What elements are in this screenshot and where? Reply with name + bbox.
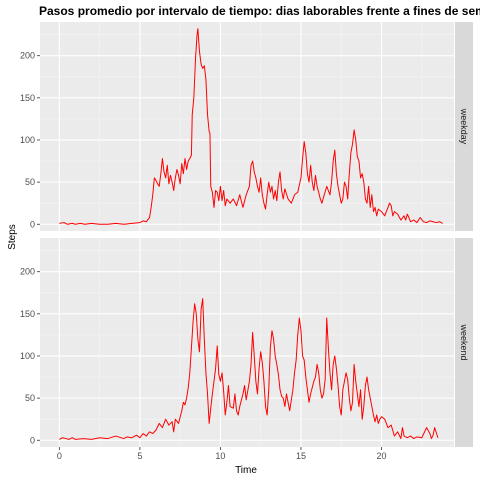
y-tick-label: 0 <box>30 219 35 229</box>
y-tick-label: 150 <box>20 309 35 319</box>
x-axis-label: Time <box>235 465 257 476</box>
x-tick-label: 20 <box>377 451 387 461</box>
x-tick-label: 10 <box>215 451 225 461</box>
y-tick-label: 200 <box>20 51 35 61</box>
panel-background <box>40 238 454 447</box>
y-axis-label: Steps <box>7 224 18 250</box>
facet-panel-weekday: 0 50 100 150 200 weekday <box>20 22 473 231</box>
y-tick-label: 50 <box>25 177 35 187</box>
chart-title: Pasos promedio por intervalo de tiempo: … <box>39 4 480 18</box>
facet-strip-label: weekday <box>459 108 469 145</box>
facet-strip <box>455 238 473 447</box>
facet-strip <box>455 22 473 231</box>
y-tick-label: 50 <box>25 393 35 403</box>
facet-strip-label: weekend <box>459 323 469 360</box>
series-line-weekend <box>59 298 439 440</box>
y-tick-label: 0 <box>30 435 35 445</box>
panel-background <box>40 22 454 231</box>
x-tick-label: 5 <box>137 451 142 461</box>
y-tick-label: 200 <box>20 267 35 277</box>
y-tick-label: 150 <box>20 93 35 103</box>
y-tick-label: 100 <box>20 351 35 361</box>
x-tick-label: 15 <box>296 451 306 461</box>
y-tick-label: 100 <box>20 135 35 145</box>
series-line-weekday <box>59 28 443 225</box>
x-tick-label: 0 <box>57 451 62 461</box>
x-axis: 0 5 10 15 20 <box>57 447 387 461</box>
facet-panels: 0 50 100 150 200 weekday 0 50 100 150 200 weekend <box>20 22 473 447</box>
facet-panel-weekend: 0 50 100 150 200 weekend <box>20 238 473 447</box>
